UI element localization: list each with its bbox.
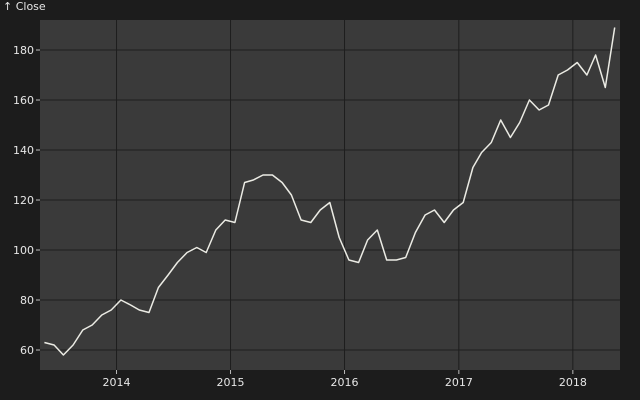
y-axis-title: ↑ Close	[3, 0, 46, 13]
x-tick-label: 2015	[217, 376, 245, 389]
x-tick-label: 2014	[103, 376, 131, 389]
y-axis: 60 80 100 120 140 160 180	[13, 44, 40, 357]
y-tick-label: 160	[13, 94, 34, 107]
y-tick-label: 60	[20, 344, 34, 357]
x-axis: 2014 2015 2016 2017 2018	[103, 370, 587, 389]
x-tick-label: 2018	[559, 376, 587, 389]
plot-area	[40, 20, 620, 370]
x-tick-label: 2016	[331, 376, 359, 389]
grid	[40, 20, 620, 370]
y-tick-label: 180	[13, 44, 34, 57]
y-tick-label: 120	[13, 194, 34, 207]
y-tick-label: 80	[20, 294, 34, 307]
close-series-line	[44, 27, 616, 356]
x-tick-label: 2017	[445, 376, 473, 389]
y-tick-label: 140	[13, 144, 34, 157]
y-tick-label: 100	[13, 244, 34, 257]
